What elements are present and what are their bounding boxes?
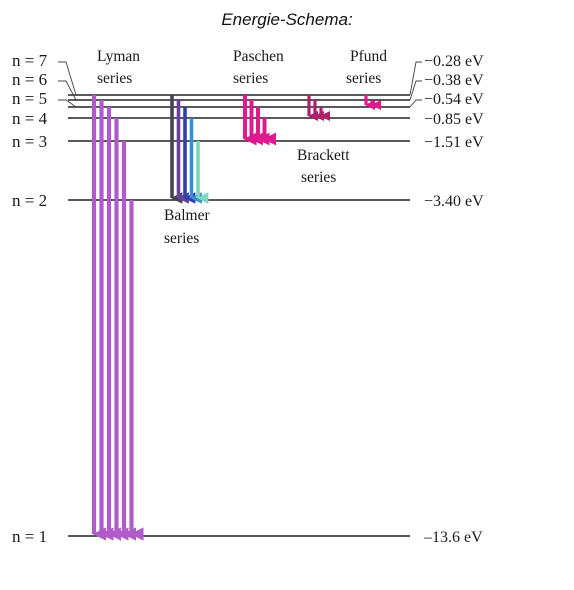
level-label-n6: n = 6 <box>12 70 47 89</box>
right-pointer-n7 <box>409 61 422 96</box>
brackett-series-label-line2: series <box>301 169 336 186</box>
diagram-title: Energie-Schema: <box>221 10 353 29</box>
level-label-n2: n = 2 <box>12 191 47 210</box>
pfund-series-label-line1: Pfund <box>350 48 387 65</box>
right-pointer-n6 <box>409 80 422 101</box>
energy-value-n6: −0.38 eV <box>424 72 484 89</box>
pfund-series-label-line2: series <box>346 70 381 87</box>
transitions <box>91 95 382 541</box>
level-label-n1: n = 1 <box>12 527 47 546</box>
energy-value-n4: −0.85 eV <box>424 111 484 128</box>
left-pointer-n7 <box>58 61 77 96</box>
balmer-series-label-line1: Balmer <box>164 207 210 224</box>
lyman-series-label-line1: Lyman <box>97 48 140 65</box>
energy-value-n5: −0.54 eV <box>424 91 484 108</box>
paschen-series-label-line2: series <box>233 70 268 87</box>
left-pointer-n5 <box>58 99 77 108</box>
paschen-series-label-line1: Paschen <box>233 48 284 65</box>
energy-value-n1: –13.6 eV <box>423 529 483 546</box>
energy-levels: n = 7 −0.28 eV n = 6 −0.38 eV n = 5 −0.54 eV n… <box>12 51 484 546</box>
label-pointers <box>58 61 422 108</box>
energy-value-n7: −0.28 eV <box>424 53 484 70</box>
level-label-n3: n = 3 <box>12 132 47 151</box>
brackett-series-label-line1: Brackett <box>297 147 350 164</box>
balmer-series-label-line2: series <box>164 230 199 247</box>
level-label-n4: n = 4 <box>12 109 48 128</box>
right-pointer-n5 <box>409 99 422 108</box>
lyman-series-label-line2: series <box>97 70 132 87</box>
left-pointer-n6 <box>58 80 77 101</box>
level-label-n7: n = 7 <box>12 51 48 70</box>
energy-value-n3: −1.51 eV <box>424 134 484 151</box>
level-label-n5: n = 5 <box>12 89 47 108</box>
energy-value-n2: −3.40 eV <box>424 193 484 210</box>
series-labels: Lyman series Paschen series Pfund series… <box>97 48 387 247</box>
